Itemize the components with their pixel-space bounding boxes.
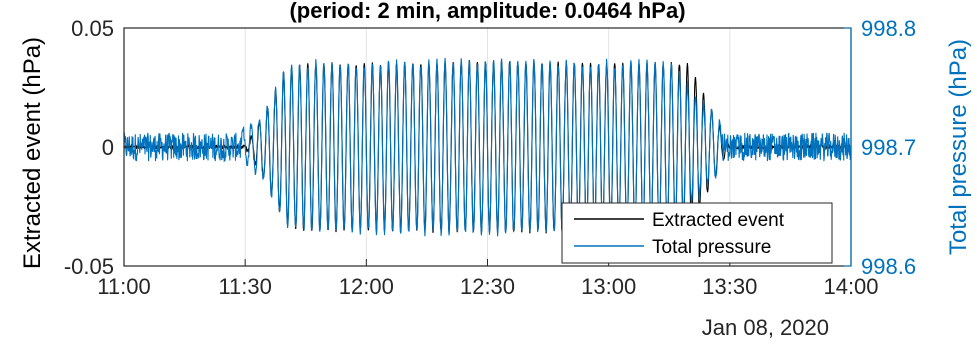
right-axis-label: Total pressure (hPa) xyxy=(945,39,972,255)
left-tick-label: -0.05 xyxy=(64,254,114,279)
x-tick-label: 11:00 xyxy=(97,274,150,299)
x-tick-label: 12:30 xyxy=(460,274,515,299)
series-total-pressure-line xyxy=(123,57,852,237)
left-tick-label: 0.05 xyxy=(71,16,114,41)
x-tick-label: 12:00 xyxy=(339,274,394,299)
legend-box xyxy=(561,202,833,264)
legend-label-total-pressure: Total pressure xyxy=(652,237,771,258)
x-tick-label: 11:30 xyxy=(218,274,271,299)
legend-label-extracted-event: Extracted event xyxy=(652,210,785,231)
series-layer xyxy=(123,57,852,237)
x-tick-label: 14:00 xyxy=(823,274,878,299)
chart-title: (period: 2 min, amplitude: 0.0464 hPa) xyxy=(289,0,685,23)
x-tick-label: 13:30 xyxy=(702,274,757,299)
x-tick-label: 13:00 xyxy=(581,274,636,299)
legend: Extracted event Total pressure xyxy=(561,202,833,264)
right-tick-label: 998.6 xyxy=(861,254,916,279)
right-tick-label: 998.7 xyxy=(861,135,916,160)
ticks: 11:00 11:30 12:00 12:30 13:00 13:30 14:00 0.05 0… xyxy=(64,16,916,299)
date-label: Jan 08, 2020 xyxy=(702,315,829,340)
left-axis-label: Extracted event (hPa) xyxy=(19,37,46,269)
left-tick-label: 0 xyxy=(102,135,114,160)
right-tick-label: 998.8 xyxy=(861,16,916,41)
